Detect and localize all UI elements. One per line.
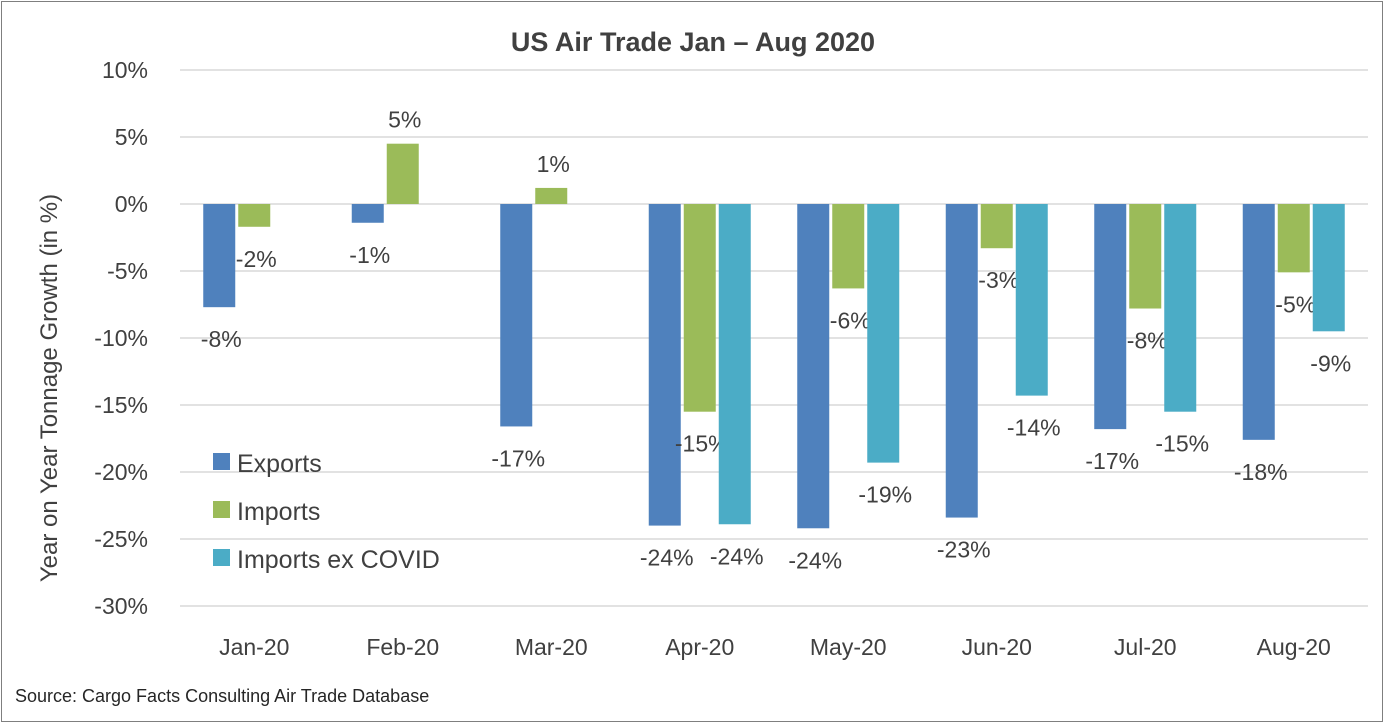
data-label: -14% <box>1007 415 1061 441</box>
data-label: -23% <box>937 537 991 563</box>
bar-imports-ex-covid <box>1164 204 1197 412</box>
data-label: -24% <box>640 545 694 571</box>
legend-swatch <box>213 501 230 518</box>
bar-imports <box>535 187 568 204</box>
data-label: -15% <box>1155 431 1209 457</box>
y-tick-label: -30% <box>94 593 148 619</box>
x-tick-label: May-20 <box>810 634 887 660</box>
bar-exports <box>351 204 384 223</box>
x-tick-label: Mar-20 <box>515 634 588 660</box>
data-label: -5% <box>1275 291 1316 317</box>
legend-label: Imports <box>237 498 320 526</box>
data-label: 1% <box>537 151 570 177</box>
data-label: -8% <box>1127 328 1168 354</box>
x-tick-label: Aug-20 <box>1257 634 1331 660</box>
data-label: -18% <box>1234 459 1288 485</box>
bar-exports <box>1242 204 1275 440</box>
legend-swatch <box>213 453 230 470</box>
y-tick-label: -15% <box>94 392 148 418</box>
data-label: -17% <box>491 445 545 471</box>
bar-exports <box>648 204 681 526</box>
bar-imports-ex-covid <box>1015 204 1048 396</box>
bar-imports <box>238 204 271 227</box>
y-tick-label: 5% <box>115 124 148 150</box>
y-tick-label: -10% <box>94 325 148 351</box>
bar-exports <box>945 204 978 518</box>
data-label: -1% <box>349 242 390 268</box>
legend-label: Imports ex COVID <box>237 546 440 574</box>
chart-title: US Air Trade Jan – Aug 2020 <box>511 27 875 57</box>
data-label: -17% <box>1085 448 1139 474</box>
bar-imports-ex-covid <box>867 204 900 463</box>
y-tick-label: 0% <box>115 191 148 217</box>
data-label: -2% <box>236 246 277 272</box>
data-label: -6% <box>830 307 871 333</box>
y-axis-title: Year on Year Tonnage Growth (in %) <box>36 194 63 582</box>
bar-imports-ex-covid <box>718 204 751 525</box>
x-tick-label: Apr-20 <box>665 634 734 660</box>
bar-exports <box>797 204 830 529</box>
x-tick-label: Feb-20 <box>366 634 439 660</box>
bar-imports <box>683 204 716 412</box>
x-tick-label: Jan-20 <box>219 634 289 660</box>
y-tick-label: -25% <box>94 526 148 552</box>
bar-imports <box>386 143 419 204</box>
data-label: -24% <box>788 547 842 573</box>
bar-imports <box>1129 204 1162 309</box>
data-label: -3% <box>978 267 1019 293</box>
data-label: -19% <box>858 482 912 508</box>
y-tick-label: -5% <box>107 258 148 284</box>
legend-swatch <box>213 549 230 566</box>
x-tick-label: Jun-20 <box>962 634 1032 660</box>
bar-imports <box>980 204 1013 249</box>
bar-imports <box>832 204 865 289</box>
data-label: 5% <box>388 107 421 133</box>
bar-exports <box>1094 204 1127 430</box>
bar-exports <box>203 204 236 308</box>
bar-imports-ex-covid <box>1312 204 1345 332</box>
bar-imports <box>1277 204 1310 273</box>
bar-exports <box>500 204 533 427</box>
x-tick-label: Jul-20 <box>1114 634 1177 660</box>
data-label: -9% <box>1310 350 1351 376</box>
y-tick-label: 10% <box>102 57 148 83</box>
y-tick-label: -20% <box>94 459 148 485</box>
data-label: -8% <box>201 326 242 352</box>
data-label: -24% <box>710 543 764 569</box>
legend-label: Exports <box>237 450 322 478</box>
source-note: Source: Cargo Facts Consulting Air Trade… <box>15 686 430 706</box>
